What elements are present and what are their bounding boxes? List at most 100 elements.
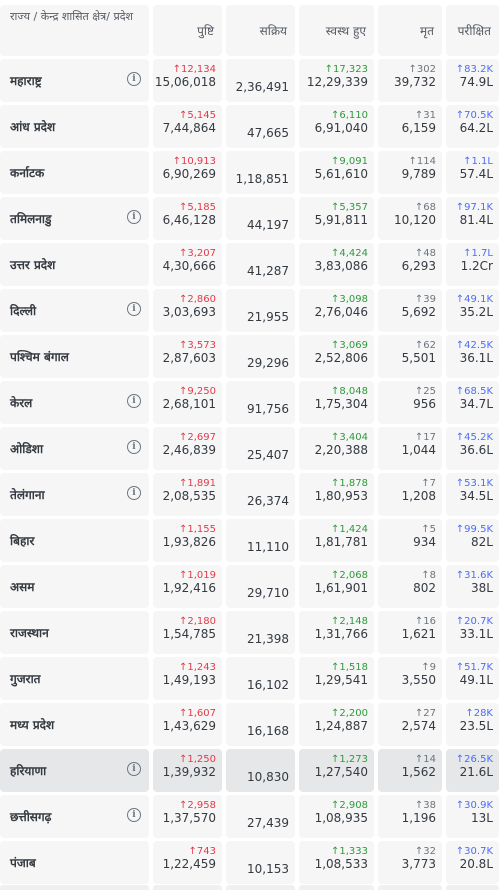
header-tested[interactable]: परीक्षित xyxy=(446,5,499,56)
confirmed-value: 4,30,666 xyxy=(162,259,216,273)
state-cell[interactable]: तमिलनाडु i xyxy=(0,197,149,240)
deceased-delta: ↑27 xyxy=(414,708,436,719)
state-cell[interactable]: महाराष्ट्र i xyxy=(0,59,149,102)
deceased-cell: ↑32 3,773 xyxy=(378,841,442,884)
tested-cell: ↑30.7K 20.8L xyxy=(446,841,499,884)
info-icon[interactable]: i xyxy=(127,762,141,776)
table-row[interactable]: तेलंगाना i ↑1,891 2,08,535 26,374 ↑1,878 1,80,… xyxy=(0,473,500,519)
confirmed-delta: ↑2,180 xyxy=(178,616,216,627)
state-cell[interactable]: दिल्ली i xyxy=(0,289,149,332)
active-cell: 27,439 xyxy=(226,795,295,838)
table-row[interactable]: गुजरात ↑1,243 1,49,193 16,102 ↑1,518 1,29,541… xyxy=(0,657,500,703)
tested-cell: ↑51.7K 49.1L xyxy=(446,657,499,700)
recovered-value: 12,29,339 xyxy=(306,75,368,89)
table-row[interactable]: केरल i ↑9,250 2,68,101 91,756 ↑8,048 1,75,304 ↑… xyxy=(0,381,500,427)
recovered-delta: ↑6,110 xyxy=(330,110,368,121)
confirmed-delta: ↑1,243 xyxy=(178,662,216,673)
state-cell[interactable]: पश्चिम बंगाल xyxy=(0,335,149,378)
active-cell: 29,710 xyxy=(226,565,295,608)
table-row[interactable]: मध्य प्रदेश ↑1,607 1,43,629 16,168 ↑2,200 1,2… xyxy=(0,703,500,749)
state-cell[interactable]: हरियाणा i xyxy=(0,749,149,792)
tested-cell: ↑42.5K 36.1L xyxy=(446,335,499,378)
table-row[interactable]: तमिलनाडु i ↑5,185 6,46,128 44,197 ↑5,357 5,91,… xyxy=(0,197,500,243)
tested-value: 82L xyxy=(471,535,493,549)
state-cell[interactable]: ओडिशा i xyxy=(0,427,149,470)
confirmed-delta: ↑9,250 xyxy=(178,386,216,397)
confirmed-cell: ↑1,243 1,49,193 xyxy=(153,657,222,700)
deceased-value: 39,732 xyxy=(394,75,436,89)
header-state[interactable]: राज्य / केन्द्र शासित क्षेत्र/ प्रदेश xyxy=(0,5,149,56)
table-row[interactable]: असम ↑1,019 1,92,416 29,710 ↑2,068 1,61,901 ↑8 8… xyxy=(0,565,500,611)
state-cell[interactable]: गुजरात xyxy=(0,657,149,700)
deceased-value: 1,044 xyxy=(401,443,436,457)
state-cell[interactable]: असम xyxy=(0,565,149,608)
tested-cell: ↑1.7L 1.2Cr xyxy=(446,243,499,286)
active-value: 91,756 xyxy=(247,402,289,416)
state-cell[interactable]: आंध प्रदेश xyxy=(0,105,149,148)
table-row[interactable]: राजस्थान ↑2,180 1,54,785 21,398 ↑2,148 1,31,7… xyxy=(0,611,500,657)
state-cell[interactable]: कर्नाटक xyxy=(0,151,149,194)
header-recovered[interactable]: स्वस्थ हुए xyxy=(299,5,374,56)
tested-value: 36.1L xyxy=(459,351,493,365)
recovered-value: 1,75,304 xyxy=(314,397,368,411)
header-confirmed[interactable]: पुष्टि xyxy=(153,5,222,56)
confirmed-value: 3,03,693 xyxy=(162,305,216,319)
info-icon[interactable]: i xyxy=(127,302,141,316)
recovered-value: 6,91,040 xyxy=(314,121,368,135)
active-cell: 41,287 xyxy=(226,243,295,286)
state-cell[interactable]: उत्तर प्रदेश xyxy=(0,243,149,286)
active-value: 11,110 xyxy=(247,540,289,554)
info-icon[interactable]: i xyxy=(127,210,141,224)
state-cell[interactable]: तेलंगाना i xyxy=(0,473,149,516)
table-row[interactable]: पश्चिम बंगाल ↑3,573 2,87,603 29,296 ↑3,069 2,… xyxy=(0,335,500,381)
deceased-delta: ↑17 xyxy=(414,432,436,443)
deceased-cell: ↑302 39,732 xyxy=(378,59,442,102)
info-icon[interactable]: i xyxy=(127,440,141,454)
table-row[interactable]: पंजाब ↑743 1,22,459 10,153 ↑1,333 1,08,533 ↑32… xyxy=(0,841,500,887)
deceased-delta: ↑62 xyxy=(414,340,436,351)
state-name: केरल xyxy=(10,396,33,410)
confirmed-value: 1,92,416 xyxy=(162,581,216,595)
table-row[interactable]: महाराष्ट्र i ↑12,134 15,06,018 2,36,491 ↑17,3… xyxy=(0,59,500,105)
info-icon[interactable]: i xyxy=(127,72,141,86)
info-icon[interactable]: i xyxy=(127,486,141,500)
tested-delta: ↑49.1K xyxy=(455,294,493,305)
tested-value: 23.5L xyxy=(459,719,493,733)
state-cell[interactable]: बिहार xyxy=(0,519,149,562)
state-cell[interactable]: केरल i xyxy=(0,381,149,424)
confirmed-value: 2,08,535 xyxy=(162,489,216,503)
info-icon[interactable]: i xyxy=(127,808,141,822)
state-name: पंजाब xyxy=(10,856,36,870)
table-row[interactable]: ओडिशा i ↑2,697 2,46,839 25,407 ↑3,404 2,20,388… xyxy=(0,427,500,473)
state-cell[interactable]: छत्तीसगढ़ i xyxy=(0,795,149,838)
table-row[interactable]: उत्तर प्रदेश ↑3,207 4,30,666 41,287 ↑4,424 3,… xyxy=(0,243,500,289)
table-row[interactable]: कर्नाटक ↑10,913 6,90,269 1,18,851 ↑9,091 5,61… xyxy=(0,151,500,197)
active-value: 2,36,491 xyxy=(235,80,289,94)
tested-delta: ↑97.1K xyxy=(455,202,493,213)
confirmed-cell: ↑1,891 2,08,535 xyxy=(153,473,222,516)
recovered-cell: ↑6,110 6,91,040 xyxy=(299,105,374,148)
tested-cell: ↑30.9K 13L xyxy=(446,795,499,838)
confirmed-delta: ↑2,697 xyxy=(178,432,216,443)
header-deceased[interactable]: मृत xyxy=(378,5,442,56)
state-cell[interactable]: राजस्थान xyxy=(0,611,149,654)
table-row[interactable]: आंध प्रदेश ↑5,145 7,44,864 47,665 ↑6,110 6,91… xyxy=(0,105,500,151)
active-cell: 2,36,491 xyxy=(226,59,295,102)
tested-value: 49.1L xyxy=(459,673,493,687)
table-row[interactable]: छत्तीसगढ़ i ↑2,958 1,37,570 27,439 ↑2,908 1,08… xyxy=(0,795,500,841)
table-row[interactable]: हरियाणा i ↑1,250 1,39,932 10,830 ↑1,273 1,27,5… xyxy=(0,749,500,795)
info-icon[interactable]: i xyxy=(127,394,141,408)
state-cell[interactable]: मध्य प्रदेश xyxy=(0,703,149,746)
tested-delta: ↑83.2K xyxy=(455,64,493,75)
header-active[interactable]: सक्रिय xyxy=(226,5,295,56)
confirmed-delta: ↑1,607 xyxy=(178,708,216,719)
table-row[interactable]: बिहार ↑1,155 1,93,826 11,110 ↑1,424 1,81,781 ↑… xyxy=(0,519,500,565)
recovered-delta: ↑4,424 xyxy=(330,248,368,259)
active-cell: 16,168 xyxy=(226,703,295,746)
recovered-cell: ↑17,323 12,29,339 xyxy=(299,59,374,102)
recovered-delta: ↑17,323 xyxy=(324,64,368,75)
deceased-value: 5,501 xyxy=(401,351,436,365)
active-value: 47,665 xyxy=(247,126,289,140)
table-row[interactable]: दिल्ली i ↑2,860 3,03,693 21,955 ↑3,098 2,76,04… xyxy=(0,289,500,335)
state-cell[interactable]: पंजाब xyxy=(0,841,149,884)
